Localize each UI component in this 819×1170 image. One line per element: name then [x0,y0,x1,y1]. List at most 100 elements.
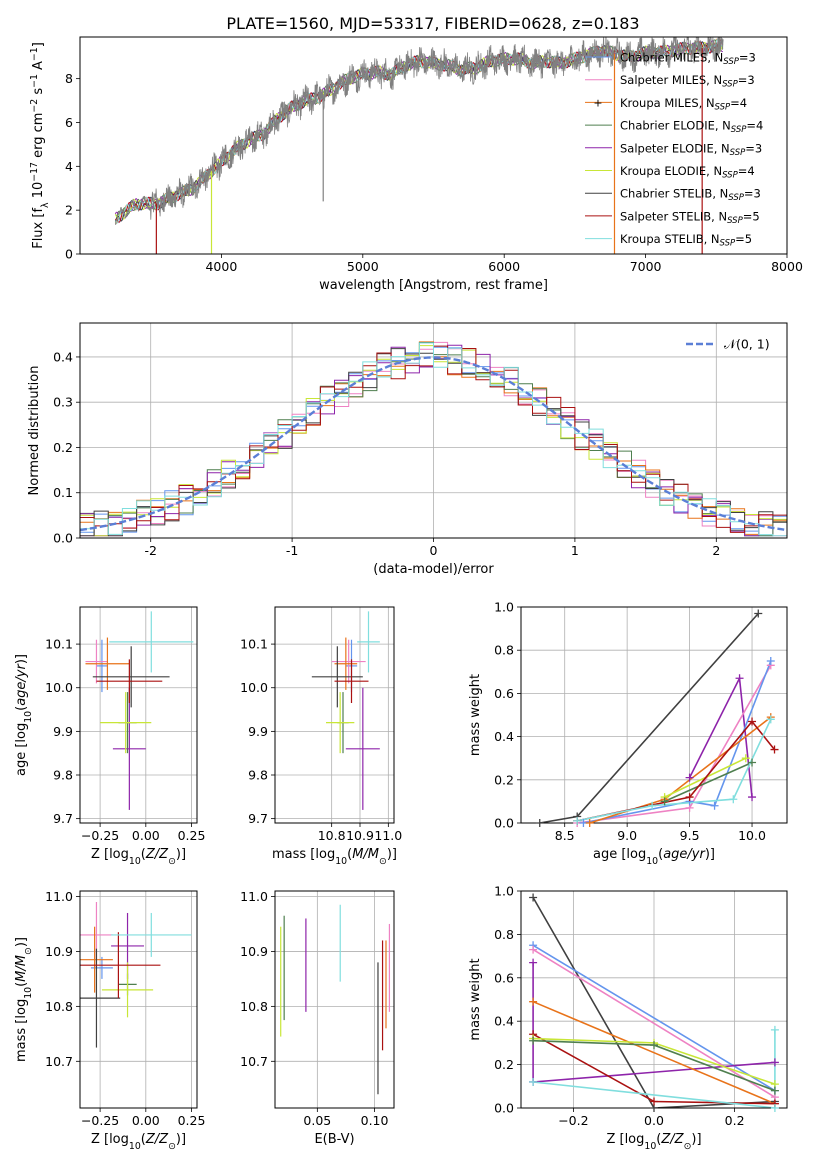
y-tick-label: 0.0 [53,531,73,546]
label-part: SSP [728,193,744,203]
y-tick-label: 0.2 [53,440,73,455]
legend-entry-label: Salpeter MILES, NSSP=3 [620,73,755,90]
weight-marker [685,793,694,802]
plot-area [80,901,192,1048]
y-tick-label: 0.8 [494,927,514,942]
y-tick-label: 9.8 [248,768,268,783]
label-part: Kroupa STELIB, N [620,232,720,246]
legend-entry-label: 𝒩(0, 1) [724,337,770,352]
label-part: ) [14,659,29,664]
y-tick-label: 0 [65,247,73,262]
label-part: log [625,1132,645,1147]
x-tick-label: 10.8 [318,828,346,843]
x-tick-label: 8.5 [555,828,575,843]
label-part: ⊙ [168,856,176,867]
label-part: 10 [644,1141,656,1152]
weight-marker [585,819,594,827]
y-tick-label: 0.2 [494,1057,514,1072]
y-tick-label: 10.1 [45,637,73,652]
weight-marker [648,801,657,810]
label-part: E(B-V) [314,1132,354,1147]
x-tick-label: 4000 [205,259,237,274]
y-tick-label: 0.4 [494,729,514,744]
plot-area [539,612,776,823]
weight-marker [529,893,538,902]
histogram-salpeter-miles [80,341,787,537]
label-part: ( [347,847,352,862]
x-tick-label: 1 [571,543,579,558]
label-part: =3 [744,187,761,201]
weight-line-chabrier-elodie [664,761,753,803]
y-tick-label: 9.8 [53,768,73,783]
label-part: log [109,1132,129,1147]
x-axis-label: (data-model)/error [373,562,494,577]
label-part: 10 [23,711,34,723]
label-part: SSP [722,80,738,90]
y-tick-label: 11.0 [45,889,73,904]
axes-frame [520,606,788,824]
x-tick-label: −0.25 [81,828,119,843]
x-tick-label: -1 [286,543,298,558]
legend-entry-label: Salpeter STELIB, NSSP=5 [620,209,760,226]
label-part: ( [14,982,29,987]
weight-line-chabrier-stelib [539,612,759,823]
x-tick-label: 2 [712,543,720,558]
y-tick-label: 0.6 [494,686,514,701]
label-part: SSP [722,171,738,181]
panel-spectrum: 4000 5000 6000 7000 8000 0 2 4 6 8 wavelength [Ang… [29,36,803,293]
x-tick-label: 0.10 [361,1113,389,1128]
y-tick-label: 10.9 [240,944,268,959]
legend: Chabrier MILES, NSSP=3 Salpeter MILES, NS… [585,51,763,249]
x-tick-label: 0.25 [178,1113,206,1128]
weight-marker [770,745,779,754]
legend-entry-label: Kroupa STELIB, NSSP=5 [620,232,752,249]
label-part: erg cm [31,113,46,162]
label-part: =3 [739,51,756,65]
weight-marker [754,609,763,618]
label-part: SSP [715,102,731,112]
weight-marker [650,1041,658,1050]
x-axis-label: E(B-V) [314,1132,354,1147]
y-tick-label: 4 [65,159,73,174]
axes-frame [274,606,395,824]
label-part: ] [392,847,397,862]
label-part: Z [ [606,1132,624,1147]
label-part: 10 [31,182,46,203]
label-part: ] [31,42,46,47]
x-axis-label: mass [log10(M/M⊙)] [272,847,397,867]
label-part: ⊙ [379,856,387,867]
weight-marker [729,795,738,804]
axes-frame [79,890,198,1109]
label-part: ⊙ [684,1141,692,1152]
weight-marker [660,797,669,806]
label-part: ] [181,847,186,862]
label-part: age [ [14,743,29,776]
label-part: ) [387,847,392,862]
panel-age-vs-z: −0.25 0.00 0.259.79.89.910.010.1Z [log10(Z… [14,606,205,867]
label-part: ) [691,1132,696,1147]
label-part: Chabrier STELIB, N [620,187,728,201]
label-part: SSP [723,57,739,67]
label-part: Kroupa MILES, N [620,96,715,110]
label-part: age/yr [14,662,29,705]
weight-line-kroupa-stelib [533,1029,776,1108]
figure-title: PLATE=1560, MJD=53317, FIBERID=0628, z=0… [226,14,639,33]
label-part: Flux [f [31,208,46,249]
weight-marker [748,758,757,767]
label-part: 10 [129,856,141,867]
x-tick-label: 9.5 [680,828,700,843]
y-axis-label: age [log10(age/yr)] [14,654,34,776]
panel-weight-vs-z: −0.2 0.0 0.2 0.0 0.2 0.4 0.6 0.8 1.0 Z [log10(Z/Z… [468,884,788,1152]
legend-entry-label: Chabrier STELIB, NSSP=3 [620,187,761,204]
label-part: ) [14,942,29,947]
legend-entry-label: Chabrier MILES, NSSP=3 [620,51,756,68]
weight-marker [766,657,775,665]
x-tick-label: 0.0 [644,1113,664,1128]
weight-marker [650,1097,658,1106]
weight-marker [770,1058,779,1067]
label-part: ⊙ [168,1141,176,1152]
label-part: mass [ [14,1019,29,1062]
legend-entry-label: Chabrier ELODIE, NSSP=4 [620,119,763,136]
y-axis-label: mass weight [468,958,483,1040]
